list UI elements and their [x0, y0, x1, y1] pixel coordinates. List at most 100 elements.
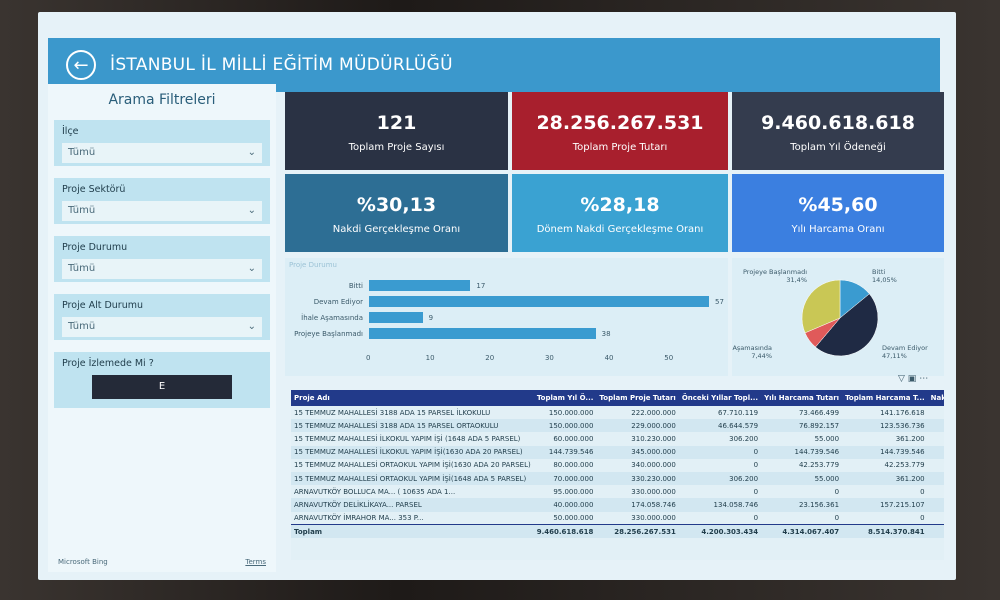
kpi-label: Toplam Proje Sayısı	[348, 142, 445, 153]
kpi-value: 121	[376, 112, 417, 134]
column-header[interactable]: Önceki Yıllar Topl...	[678, 390, 762, 406]
table-row[interactable]: ARNAVUTKÖY DELİKLİKAYA... PARSEL 40.000.0…	[291, 498, 944, 512]
table-cell: 42.253.779	[798, 461, 840, 470]
filter-0: İlçe Tümü ⌄	[54, 120, 270, 166]
bar-3[interactable]	[369, 328, 596, 339]
chevron-down-icon: ⌄	[247, 205, 256, 216]
filter-icon[interactable]: ▽	[898, 374, 905, 384]
table-cell: 150.000.000	[548, 408, 594, 417]
header-bar: ← İSTANBUL İL MİLLİ EĞİTİM MÜDÜRLÜĞÜ	[48, 38, 940, 92]
table-cell: 174.058.746	[596, 498, 679, 512]
filter-dropdown[interactable]: Tümü ⌄	[62, 317, 262, 337]
x-tick-label: 50	[664, 354, 674, 362]
table-cell: 15 TEMMUZ MAHALLESİ ORTAOKUL YAPIM İŞİ(1…	[291, 471, 534, 486]
filter-dropdown[interactable]: Tümü ⌄	[62, 143, 262, 163]
table-row[interactable]: 15 TEMMUZ MAHALLESİ İLKOKUL YAPIM İŞİ (1…	[291, 432, 944, 445]
bar-1[interactable]	[369, 296, 709, 307]
table-row[interactable]: ARNAVUTKÖY İMRAHOR MA... 353 P... 50.000.…	[291, 512, 944, 525]
table-row[interactable]: ARNAVUTKÖY BOLLUCA MA... ( 10635 ADA 1..…	[291, 485, 944, 498]
table-cell: 340.000.000	[631, 461, 676, 470]
table-row[interactable]: 15 TEMMUZ MAHALLESİ ORTAOKUL YAPIM İŞİ(1…	[291, 471, 944, 486]
table-cell: 15 TEMMUZ MAHALLESİ İLKOKUL YAPIM İŞİ (1…	[294, 434, 521, 443]
table-cell: 144.739.546	[842, 445, 928, 459]
table-cell: 73.466.499	[798, 408, 840, 417]
bar-category-label: İhale Aşamasında	[301, 314, 363, 322]
column-header[interactable]: Nakdi Gerçekleşme O...	[927, 390, 944, 406]
x-tick-label: 40	[604, 354, 614, 362]
bing-attribution: Microsoft Bing	[58, 558, 108, 566]
kpi-card: 9.460.618.618 Toplam Yıl Ödeneği	[732, 92, 944, 170]
filter-dropdown[interactable]: Tümü ⌄	[62, 259, 262, 279]
filter-value: Tümü	[68, 321, 96, 332]
pie-slice-3[interactable]	[801, 279, 841, 334]
table-cell: %	[928, 432, 944, 445]
bar-2[interactable]	[369, 312, 423, 323]
filter-label: Proje Sektörü	[62, 184, 126, 195]
table-cell: ARNAVUTKÖY BOLLUCA MA... ( 10635 ADA 1..…	[294, 487, 456, 496]
table-cell: 80.000.000	[553, 461, 594, 470]
table-cell: 310.230.000	[631, 434, 676, 443]
column-header[interactable]: Proje Adı	[291, 390, 534, 406]
table-cell: 361.200	[842, 471, 928, 486]
column-header[interactable]: Toplam Yıl Ö...	[533, 390, 597, 406]
kpi-value: 28.256.267.531	[536, 112, 704, 134]
filter-value: Tümü	[68, 205, 96, 216]
table-row[interactable]: 15 TEMMUZ MAHALLESİ İLKOKUL YAPIM İŞİ(16…	[291, 445, 944, 459]
column-header[interactable]: Yılı Harcama Tutarı	[761, 390, 843, 406]
filter-label: Proje Durumu	[62, 242, 128, 253]
bar-value-label: 38	[601, 330, 611, 338]
filter-value: Tümü	[68, 147, 96, 158]
terms-link[interactable]: Terms	[245, 558, 266, 566]
table-cell: %	[927, 498, 944, 512]
pie-slice-1[interactable]	[815, 293, 879, 357]
kpi-value: %30,13	[356, 194, 437, 216]
table-cell: 157.215.107	[842, 498, 928, 512]
bar-value-label: 9	[428, 314, 434, 322]
bar-0[interactable]	[369, 280, 471, 291]
kpi-label: Toplam Yıl Ödeneği	[790, 142, 886, 153]
table-cell: 306.200	[729, 434, 759, 443]
table-row[interactable]: 15 TEMMUZ MAHALLESİ ORTAOKUL YAPIM İŞİ(1…	[291, 459, 944, 472]
focus-mode-icon[interactable]: ▣	[907, 374, 917, 384]
kpi-card: %30,13 Nakdi Gerçekleşme Oranı	[285, 174, 508, 252]
kpi-card: %28,18 Dönem Nakdi Gerçekleşme Oranı	[512, 174, 728, 252]
x-tick-label: 20	[485, 354, 495, 362]
table-cell: 330.230.000	[596, 471, 679, 486]
table-row[interactable]: 15 TEMMUZ MAHALLESİ 3188 ADA 15 PARSEL O…	[291, 419, 944, 433]
total-cell: Toplam	[291, 524, 534, 538]
column-header[interactable]: Toplam Harcama T...	[842, 390, 928, 406]
filter-dropdown[interactable]: Tümü ⌄	[62, 201, 262, 221]
table-cell: 67.710.119	[717, 408, 759, 417]
bar-chart-panel: Proje Durumu Bitti 17 Devam Ediyor 57 İhal…	[285, 258, 728, 376]
table-cell: 306.200	[678, 471, 762, 486]
total-cell: 4.200.303.434	[678, 524, 762, 538]
page-title: İSTANBUL İL MİLLİ EĞİTİM MÜDÜRLÜĞÜ	[110, 55, 453, 75]
table-cell: ARNAVUTKÖY DELİKLİKAYA... PARSEL	[291, 498, 534, 512]
table-row[interactable]: 15 TEMMUZ MAHALLESİ 3188 ADA 15 PARSEL İ…	[291, 406, 944, 419]
table-cell: 330.000.000	[631, 487, 676, 496]
izlemede-toggle-button[interactable]: E	[92, 375, 232, 399]
table-cell: %	[927, 419, 944, 433]
table-cell: 15 TEMMUZ MAHALLESİ ORTAOKUL YAPIM İŞİ(1…	[294, 461, 531, 470]
filter-3: Proje Alt Durumu Tümü ⌄	[54, 294, 270, 340]
column-header[interactable]: Toplam Proje Tutarı	[596, 390, 679, 406]
bar-value-label: 57	[715, 298, 724, 306]
table-cell: 15 TEMMUZ MAHALLESİ İLKOKUL YAPIM İŞİ(16…	[291, 445, 534, 459]
more-options-icon[interactable]: ⋯	[919, 374, 929, 384]
kpi-label: Dönem Nakdi Gerçekleşme Oranı	[536, 224, 704, 235]
filter-panel-title: Arama Filtreleri	[108, 92, 216, 108]
filter-izlemede: Proje İzlemede Mi ? E	[54, 352, 270, 408]
back-arrow-icon[interactable]: ←	[66, 50, 96, 80]
filter-label: Proje Alt Durumu	[62, 300, 143, 311]
bar-category-label: Bitti	[348, 282, 363, 290]
kpi-value: 9.460.618.618	[761, 112, 915, 134]
filter-panel: Arama Filtreleri İlçe Tümü ⌄ Proje Sektör…	[48, 84, 276, 572]
kpi-card: 121 Toplam Proje Sayısı	[285, 92, 508, 170]
pie-label: İhale Aşamasında	[732, 343, 772, 352]
table-cell: 144.739.546	[533, 445, 597, 459]
table-cell: 144.739.546	[761, 445, 843, 459]
kpi-label: Toplam Proje Tutarı	[572, 142, 668, 153]
table-cell: %	[928, 512, 944, 525]
